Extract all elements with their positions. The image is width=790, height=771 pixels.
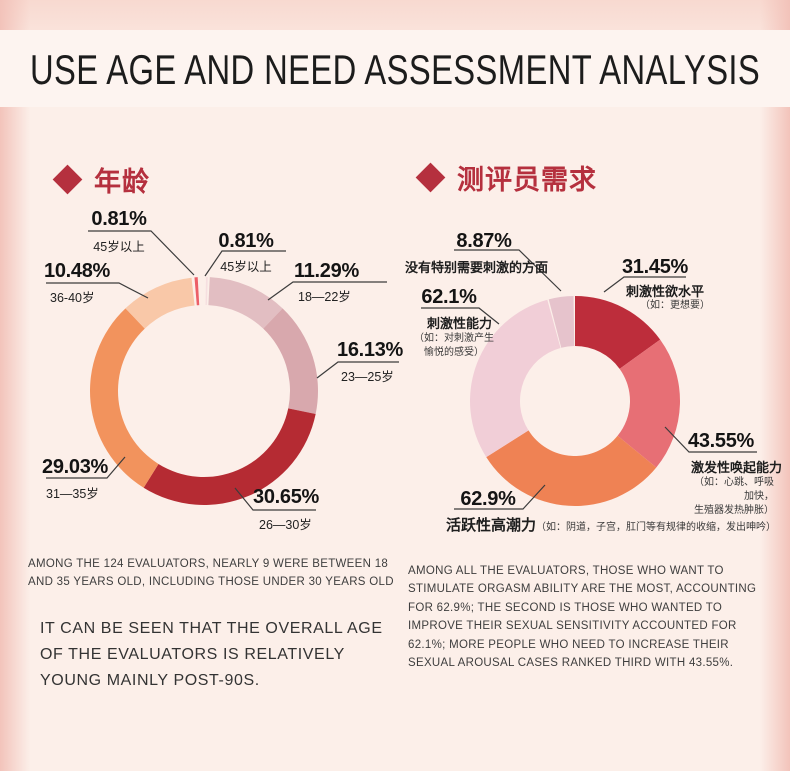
- age-slice-label: 36-40岁: [50, 291, 95, 305]
- leader-line: [234, 487, 316, 511]
- needs-note-paragraph: AMONG ALL THE EVALUATORS, THOSE WHO WANT…: [408, 565, 757, 669]
- donut-slice: [208, 277, 283, 329]
- needs-slice-label: 没有特别需要刺激的方面: [405, 260, 549, 275]
- needs-slice-label: 激发性唤起能力: [691, 460, 783, 475]
- age-slice-label: 45岁以上: [220, 260, 272, 274]
- donut-slice: [89, 308, 159, 488]
- age-slice-label: 31—35岁: [46, 487, 99, 501]
- needs-slice-note: （如：对刺激产生 愉悦的感受）: [414, 333, 494, 358]
- age-slice-label: 26—30岁: [259, 518, 312, 532]
- needs-slice-pct: 62.9%: [460, 488, 516, 510]
- leader-line: [421, 307, 500, 325]
- age-section-heading: 年龄: [94, 167, 150, 197]
- leader-line: [603, 276, 686, 293]
- needs-slice-pct: 43.55%: [688, 430, 755, 452]
- needs-slice-note: （如：阴道，子宫，肛门等有规律的收缩，发出呻吟）: [536, 522, 777, 533]
- needs-slice-note: （如：心跳、呼吸加快， 生殖器发热肿胀）: [694, 477, 774, 516]
- needs-slice-label: 刺激性欲水平: [626, 284, 705, 299]
- leader-line: [454, 484, 546, 510]
- donut-slice: [205, 277, 208, 306]
- age-slice-label: 23—25岁: [341, 370, 394, 384]
- donut-slice: [575, 296, 661, 369]
- age-donut-chart: 0.81% 45岁以上 11.29% 18—22岁 16.13% 23—25岁 …: [0, 150, 404, 560]
- age-slice-label: 18—22岁: [298, 290, 351, 304]
- donut-slice: [143, 408, 316, 506]
- age-slice-label: 45岁以上: [93, 240, 145, 254]
- needs-section-heading: 测评员需求: [457, 165, 597, 195]
- leader-line: [454, 249, 562, 292]
- age-slice-pct: 11.29%: [294, 260, 359, 282]
- donut-slice: [548, 296, 575, 348]
- title-banner: USE AGE AND NEED ASSESSMENT ANALYSIS: [0, 30, 790, 107]
- page-title: USE AGE AND NEED ASSESSMENT ANALYSIS: [30, 46, 761, 93]
- donut-slice: [617, 339, 681, 468]
- age-slice-pct: 16.13%: [337, 339, 404, 361]
- needs-slice-label-row: 活跃性高潮力（如：阴道，子宫，肛门等有规律的收缩，发出呻吟）: [446, 514, 776, 535]
- age-slice-pct: 0.81%: [218, 230, 274, 252]
- needs-section-header: 测评员需求: [415, 158, 597, 197]
- donut-slice: [486, 430, 657, 506]
- needs-slice-pct: 8.87%: [456, 230, 512, 252]
- age-conclusion-paragraph: IT CAN BE SEEN THAT THE OVERALL AGE OF T…: [40, 620, 383, 689]
- age-slice-pct: 0.81%: [91, 208, 147, 230]
- needs-slice-pct: 31.45%: [621, 256, 689, 278]
- age-slice-pct: 30.65%: [253, 486, 320, 508]
- age-note-paragraph: AMONG THE 124 EVALUATORS, NEARLY 9 WERE …: [28, 558, 394, 588]
- needs-slice-label: 刺激性能力: [427, 316, 493, 331]
- donut-slice: [194, 277, 200, 306]
- leader-line: [664, 426, 757, 453]
- leader-line: [204, 250, 286, 277]
- age-section-header: 年龄: [52, 160, 150, 199]
- donut-slice: [263, 308, 319, 414]
- needs-slice-note: （如：更想要）: [640, 300, 710, 311]
- needs-slice-pct: 62.1%: [421, 286, 477, 308]
- needs-donut-svg: [421, 249, 757, 510]
- age-slice-pct: 29.03%: [42, 456, 109, 478]
- leader-line: [316, 361, 399, 379]
- leader-line: [267, 281, 387, 301]
- needs-donut-chart: 31.45% 刺激性欲水平 （如：更想要） 43.55% 激发性唤起能力 （如：…: [400, 150, 790, 560]
- age-slice-pct: 10.48%: [44, 260, 111, 282]
- age-donut-svg: [46, 230, 399, 511]
- leader-line: [88, 230, 195, 276]
- leader-line: [46, 282, 149, 299]
- leader-line: [46, 456, 126, 479]
- needs-slice-label: 活跃性高潮力: [446, 517, 537, 534]
- donut-slice: [125, 277, 195, 329]
- donut-slice: [470, 299, 561, 458]
